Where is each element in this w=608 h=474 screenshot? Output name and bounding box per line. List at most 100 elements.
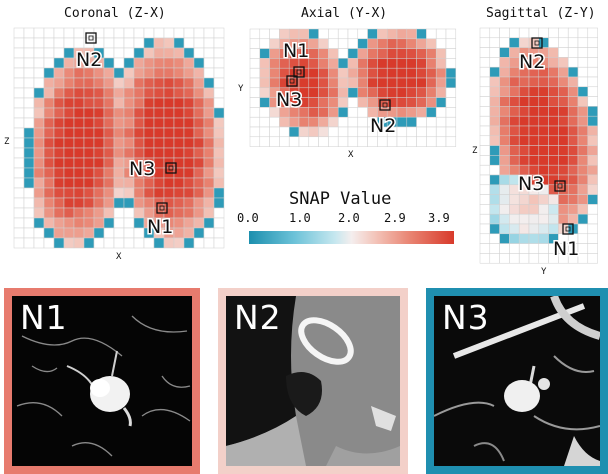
heat-cell [53,167,65,179]
heat-cell [567,76,579,88]
heat-cell [63,167,75,179]
heat-cell [83,217,95,229]
heat-cell [509,27,520,39]
heat-cell [509,243,520,254]
heat-cell [133,57,145,69]
heat-cell [567,66,579,78]
heat-cell [103,137,115,149]
sagittal-n2-label: N2 [519,51,545,73]
heat-cell [53,217,65,229]
heat-cell [213,227,225,239]
heat-cell [367,38,378,49]
heat-cell [103,217,115,229]
heat-cell [83,127,95,139]
heat-cell [416,58,427,69]
heat-cell [538,76,549,88]
heat-cell [558,184,569,195]
heat-cell [133,117,145,129]
heat-cell [567,125,579,137]
axial-n3-box-inner [289,78,295,84]
heat-cell [23,147,35,159]
heat-cell [577,233,589,244]
heat-cell [548,135,559,146]
heat-cell [538,135,549,146]
heat-cell [577,37,589,48]
heat-cell [587,86,598,97]
heat-cell [567,96,579,107]
heat-cell [406,67,417,79]
patch-n1: N1 [4,288,200,474]
heat-cell [288,116,300,128]
heat-cell [123,187,135,199]
heat-cell [538,155,549,166]
heat-cell [173,237,185,249]
coronal-n2-box [85,32,97,44]
heat-cell [113,37,125,49]
heat-cell [33,127,45,139]
heat-cell [43,187,55,199]
heat-cell [357,87,368,98]
heat-cell [499,253,510,264]
heat-cell [509,125,520,137]
heat-cell [113,177,125,189]
heat-cell [73,207,85,219]
heat-cell [53,57,65,69]
heat-cell [43,87,55,99]
heat-cell [479,57,491,68]
legend-title: SNAP Value [289,189,392,209]
sagittal-cells [479,27,598,264]
heat-cell [193,127,205,139]
heat-cell [396,107,408,118]
heat-cell [567,27,579,39]
heat-cell [479,213,491,225]
heat-cell [308,97,319,108]
heat-cell [133,27,145,39]
heat-cell [528,194,540,205]
heat-cell [518,86,530,97]
heat-cell [499,213,510,225]
heat-cell [13,197,25,209]
heat-cell [328,87,339,98]
heat-cell [53,117,65,129]
heat-cell [43,137,55,149]
heat-cell [83,227,95,239]
heat-cell [386,48,398,59]
heat-cell [123,47,135,59]
heat-cell [23,117,35,129]
heat-cell [123,117,135,129]
heat-cell [83,197,95,209]
heat-cell [33,97,45,109]
heat-cell [577,47,589,58]
heat-cell [23,167,35,179]
heat-cell [328,38,339,49]
heat-cell [509,115,520,127]
heat-cell [83,117,95,129]
heat-cell [509,233,520,244]
heat-cell [163,177,175,189]
heat-cell [43,117,55,129]
heat-cell [43,157,55,169]
heat-cell [183,47,195,59]
heat-cell [298,136,310,147]
heat-cell [33,57,45,69]
heat-cell [183,37,195,49]
heat-cell [113,137,125,149]
heat-cell [103,47,115,59]
heat-cell [213,57,225,69]
heat-cell [558,194,569,205]
heat-cell [489,164,500,176]
heat-cell [499,27,510,39]
heat-cell [73,167,85,179]
heat-cell [328,67,339,79]
heat-cell [396,77,408,89]
heat-cell [587,135,598,146]
heat-cell [489,76,500,88]
heat-cell [123,137,135,149]
coronal-n1-box [156,202,168,214]
heat-cell [489,66,500,78]
heat-cell [173,217,185,229]
heat-cell [93,197,105,209]
heat-cell [153,87,165,99]
heat-cell [103,207,115,219]
heat-cell [213,157,225,169]
